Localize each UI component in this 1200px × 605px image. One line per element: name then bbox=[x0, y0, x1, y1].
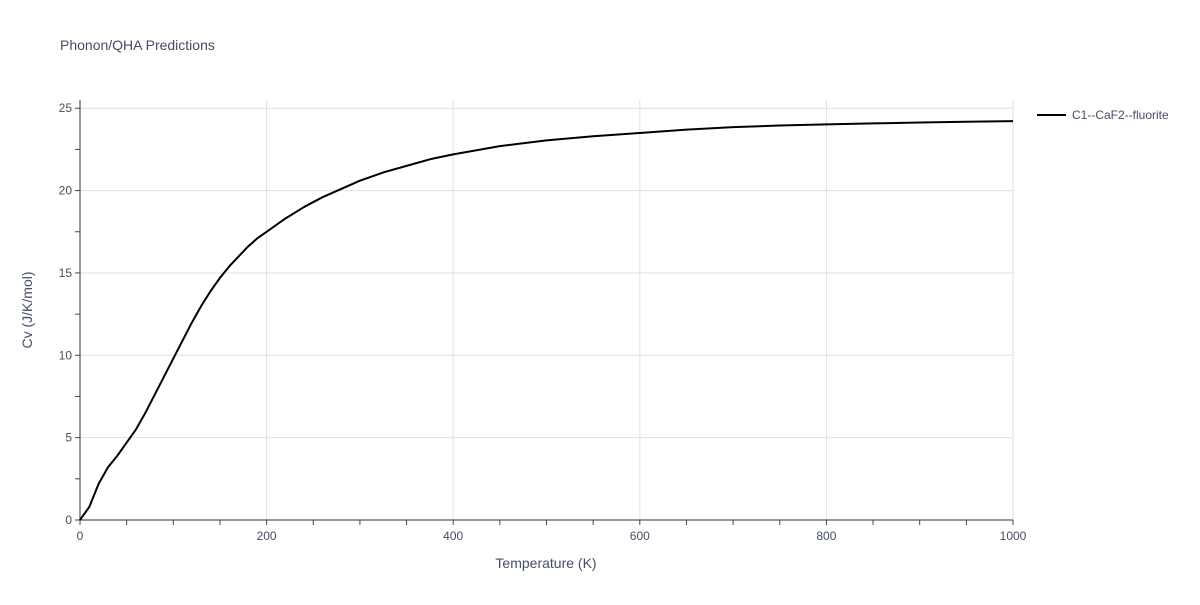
y-tick-label: 10 bbox=[59, 348, 73, 362]
series-layer bbox=[79, 120, 1014, 521]
series-line bbox=[79, 120, 1014, 521]
legend[interactable]: C1--CaF2--fluorite bbox=[1037, 108, 1169, 122]
x-tick-label: 200 bbox=[257, 529, 277, 543]
y-axis-label: Cv (J/K/mol) bbox=[19, 272, 35, 349]
x-axis-label: Temperature (K) bbox=[495, 555, 596, 571]
y-tick-label: 20 bbox=[59, 184, 73, 198]
x-tick-label: 800 bbox=[816, 529, 836, 543]
y-tick-label: 0 bbox=[65, 513, 72, 527]
y-tick-label: 5 bbox=[65, 431, 72, 445]
legend-label: C1--CaF2--fluorite bbox=[1072, 108, 1169, 122]
x-tick-label: 0 bbox=[77, 529, 84, 543]
x-tick-label: 600 bbox=[630, 529, 650, 543]
grid bbox=[80, 100, 1014, 520]
y-tick-label: 25 bbox=[59, 101, 73, 115]
chart-title: Phonon/QHA Predictions bbox=[60, 37, 215, 53]
axes: 0 200 400 600 800 1000 0 5 10 15 20 25 bbox=[59, 100, 1027, 543]
x-tick-label: 400 bbox=[443, 529, 463, 543]
y-tick-label: 15 bbox=[59, 266, 73, 280]
x-tick-label: 1000 bbox=[1000, 529, 1027, 543]
